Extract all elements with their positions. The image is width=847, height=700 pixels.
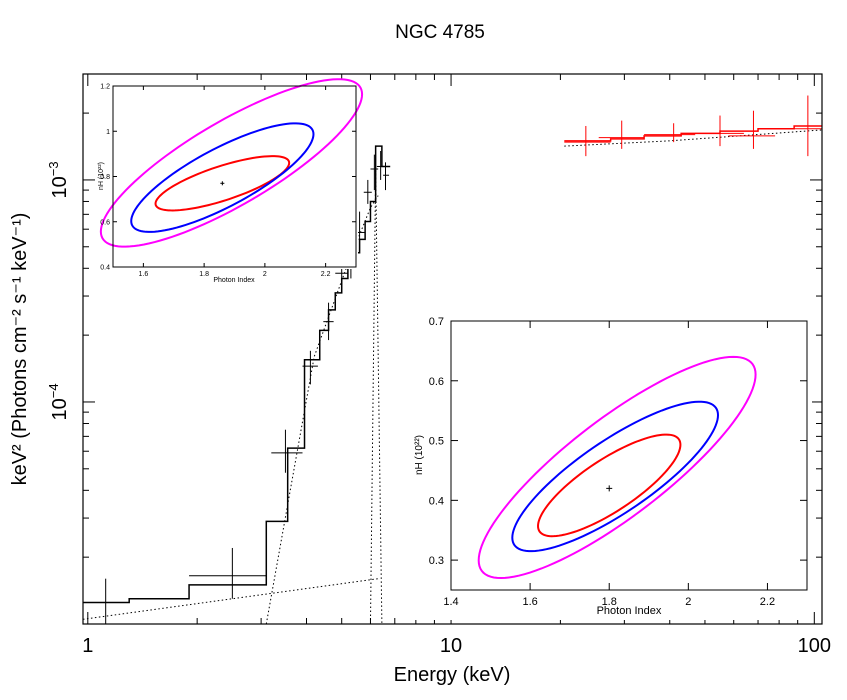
it-contour-90pct [130, 122, 315, 233]
inset-top-y-tick: 0.8 [100, 174, 110, 181]
inset-top-y-tick-labels: 0.4 0.6 0.8 1 1.2 [100, 84, 110, 272]
inset-bottom-x-label: Photon Index [597, 605, 662, 617]
inset-bottom-y-tick: 0.3 [429, 555, 444, 567]
main-x-tick-labels: 1 10 100 [82, 635, 831, 657]
inset-bottom-y-tick-labels: 0.3 0.4 0.5 0.6 0.7 [429, 316, 444, 567]
model-component-line [369, 170, 383, 625]
soft-model-step [83, 145, 391, 604]
inset-bottom-x-tick: 1.8 [602, 596, 617, 608]
x-axis-label: Energy (keV) [394, 664, 511, 686]
svg-text:10−4: 10−4 [46, 383, 71, 420]
it-contour-68pct [154, 155, 291, 212]
inset-top-background [111, 84, 358, 269]
soft-data-point [383, 162, 390, 191]
hard-data-points [564, 95, 822, 157]
inset-top-y-label: nH (10²²) [98, 162, 105, 190]
main-plot-frame [82, 73, 823, 625]
inset-top-contour-plot: 1.6 1.8 2 2.2 0.4 0.6 0.8 1 1.2 Photon I… [98, 78, 364, 284]
inset-top-x-tick: 2.2 [321, 271, 331, 278]
y-tick-mantissa: 10 [49, 176, 71, 198]
inset-top-y-tick: 1 [106, 129, 110, 136]
hard-data-point [695, 115, 744, 147]
inset-bottom-y-tick: 0.6 [429, 376, 444, 388]
inset-top-x-tick: 1.8 [199, 271, 209, 278]
model-components [82, 129, 823, 625]
soft-data-point [189, 547, 267, 599]
inset-bottom-y-tick: 0.5 [429, 436, 444, 448]
y-tick-exponent: −4 [46, 383, 61, 398]
it-contour-99pct [99, 78, 364, 248]
ib-contour-99pct [477, 355, 757, 580]
inset-bottom-background [409, 316, 812, 620]
main-y-tick-labels: 10−4 10−3 [46, 161, 71, 420]
svg-text:10−3: 10−3 [46, 161, 71, 198]
soft-data-point [323, 302, 334, 341]
inset-bottom-y-tick: 0.4 [429, 495, 444, 507]
inset-top-x-tick: 1.6 [139, 271, 149, 278]
inset-bottom-x-tick: 2 [685, 596, 691, 608]
inset-top-contours [99, 78, 364, 248]
inset-bottom-y-label: nH (10²²) [414, 435, 425, 475]
hard-data-point [728, 110, 776, 149]
x-tick-label: 100 [798, 635, 831, 657]
hard-data-point [788, 95, 822, 157]
chart-title: NGC 4785 [395, 22, 485, 43]
inset-top-y-tick: 0.6 [100, 219, 110, 226]
soft-data-point [370, 154, 379, 191]
y-tick-label: 10−3 [46, 161, 71, 198]
inset-top-y-tick: 1.2 [100, 84, 110, 91]
x-tick-label: 1 [82, 635, 93, 657]
inset-bottom-x-tick-labels: 1.4 1.6 1.8 2 2.2 [443, 596, 775, 608]
hard-data-point [564, 125, 611, 157]
soft-data-point [271, 429, 303, 473]
ib-best-fit-marker [606, 485, 613, 492]
inset-top-frame [112, 85, 357, 268]
y-tick-mantissa: 10 [49, 398, 71, 420]
inset-top-y-tick: 0.4 [100, 265, 110, 272]
inset-top-x-label: Photon Index [213, 277, 255, 284]
soft-data-point [376, 150, 385, 180]
y-axis-label: keV² (Photons cm⁻² s⁻¹ keV⁻¹) [9, 213, 31, 486]
inset-bottom-x-tick: 2.2 [760, 596, 775, 608]
model-component-line [265, 195, 379, 625]
inset-bottom-frame [450, 320, 808, 591]
hard-data-point [644, 123, 696, 143]
main-data [82, 95, 823, 625]
ib-contour-90pct [511, 400, 720, 553]
hard-model-step [564, 125, 822, 142]
soft-data-points [83, 150, 390, 624]
soft-data-point [363, 179, 372, 204]
inset-bottom-contours [477, 355, 757, 580]
inset-bottom-x-tick: 1.4 [443, 596, 458, 608]
hard-data-point [598, 120, 645, 149]
soft-model-steps [83, 145, 391, 604]
model-component-line [82, 578, 379, 620]
ib-contour-68pct [537, 433, 682, 538]
y-tick-label: 10−4 [46, 383, 71, 420]
soft-data-point [302, 350, 318, 385]
x-tick-label: 10 [440, 635, 462, 657]
inset-bottom-y-tick: 0.7 [429, 316, 444, 328]
inset-top-x-tick: 2 [263, 271, 267, 278]
hard-model-steps [564, 125, 822, 142]
y-tick-exponent: −3 [46, 161, 61, 176]
inset-bottom-x-tick: 1.6 [522, 596, 537, 608]
it-best-fit-marker [220, 181, 225, 186]
soft-data-point [83, 578, 130, 624]
inset-bottom-contour-plot: 1.4 1.6 1.8 2 2.2 0.3 0.4 0.5 0.6 0.7 Ph… [409, 316, 812, 620]
inset-top-x-tick-labels: 1.6 1.8 2 2.2 [139, 271, 331, 278]
